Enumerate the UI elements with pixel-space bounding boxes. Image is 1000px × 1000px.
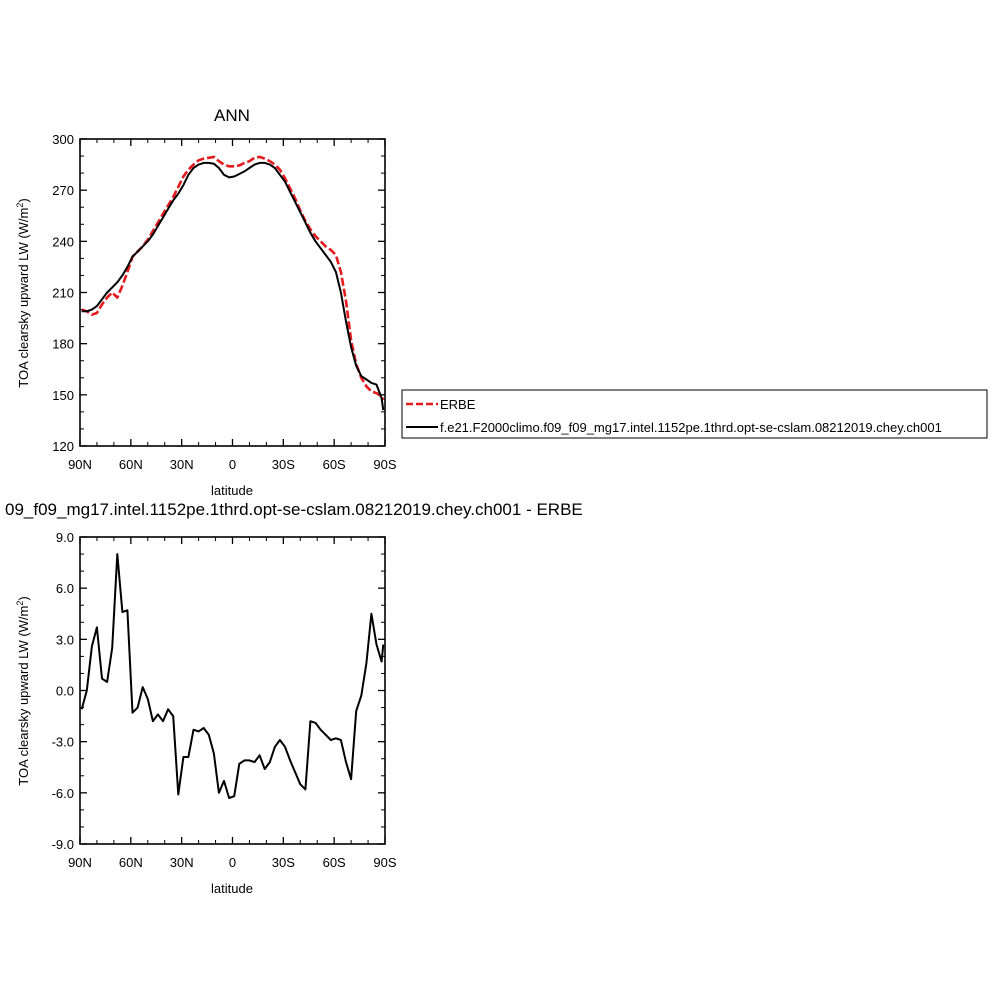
mean-panel: ANN TOA clearsky upward LW (W/m2) latitu… — [15, 106, 397, 498]
chart-title: 09_f09_mg17.intel.1152pe.1thrd.opt-se-cs… — [5, 500, 583, 519]
legend-box — [401, 389, 988, 439]
y-axis-label: TOA clearsky upward LW (W/m2) — [15, 198, 31, 387]
y-tick-label: -3.0 — [52, 735, 74, 750]
y-tick-label: 150 — [52, 388, 74, 403]
x-axis-label: latitude — [211, 881, 253, 896]
plot-lines — [81, 155, 385, 411]
x-tick-label: 90N — [68, 457, 92, 472]
y-tick-label: 3.0 — [56, 632, 74, 647]
plot-frame — [79, 138, 386, 447]
y-axis-label: TOA clearsky upward LW (W/m2) — [15, 596, 31, 785]
y-tick-label: 210 — [52, 286, 74, 301]
legend: ERBE f.e21.F2000climo.f09_f09_mg17.intel… — [401, 389, 988, 439]
y-tick-label: 0.0 — [56, 684, 74, 699]
x-tick-label: 30N — [170, 855, 194, 870]
x-tick-label: 30S — [272, 855, 295, 870]
legend-label-model: f.e21.F2000climo.f09_f09_mg17.intel.1152… — [440, 420, 942, 435]
x-tick-label: 60N — [119, 855, 143, 870]
chart-title: ANN — [214, 106, 250, 125]
legend-label-erbe: ERBE — [440, 397, 476, 412]
series-line-model — [81, 161, 385, 411]
axis-ticks: 90N 60N 30N 0 30S 60S 90S -9.0 -6.0 -3.0 0.0 3.0 6.0… — [52, 530, 397, 870]
y-tick-label: 6.0 — [56, 581, 74, 596]
x-tick-label: 30N — [170, 457, 194, 472]
y-tick-label: 120 — [52, 439, 74, 454]
x-tick-label: 90S — [373, 457, 396, 472]
y-tick-label: 240 — [52, 234, 74, 249]
difference-panel: 09_f09_mg17.intel.1152pe.1thrd.opt-se-cs… — [5, 500, 583, 896]
y-tick-label: 300 — [52, 132, 74, 147]
plot-frame — [79, 536, 386, 845]
axis-ticks: 90N 60N 30N 0 30S 60S 90S 120 150 180 210 240 270 300 — [52, 132, 397, 472]
y-tick-label: 270 — [52, 183, 74, 198]
x-tick-label: 90S — [373, 855, 396, 870]
x-tick-label: 0 — [229, 855, 236, 870]
x-tick-label: 60S — [323, 855, 346, 870]
x-tick-label: 90N — [68, 855, 92, 870]
x-tick-label: 60N — [119, 457, 143, 472]
x-tick-label: 60S — [323, 457, 346, 472]
series-line-model — [80, 553, 385, 799]
y-tick-label: -6.0 — [52, 786, 74, 801]
x-tick-label: 0 — [229, 457, 236, 472]
x-tick-label: 30S — [272, 457, 295, 472]
x-axis-label: latitude — [211, 483, 253, 498]
y-tick-label: -9.0 — [52, 837, 74, 852]
y-tick-label: 180 — [52, 337, 74, 352]
plot-lines — [80, 553, 385, 799]
y-tick-label: 9.0 — [56, 530, 74, 545]
